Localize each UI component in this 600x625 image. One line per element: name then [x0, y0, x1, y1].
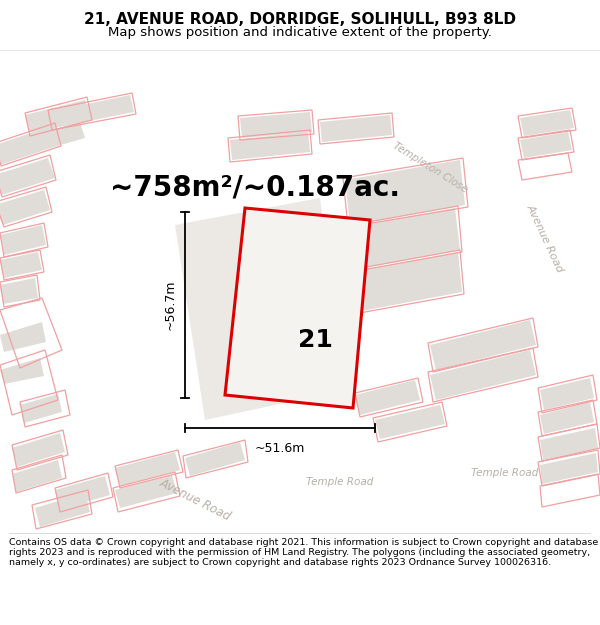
Polygon shape	[10, 91, 450, 549]
Polygon shape	[0, 88, 220, 122]
Text: Avenue Road: Avenue Road	[157, 476, 233, 524]
Polygon shape	[352, 252, 462, 312]
Polygon shape	[50, 95, 134, 128]
Polygon shape	[115, 452, 180, 486]
Polygon shape	[320, 115, 392, 142]
Polygon shape	[0, 358, 44, 384]
Polygon shape	[430, 320, 536, 370]
Text: 21: 21	[298, 328, 332, 352]
Polygon shape	[540, 402, 594, 434]
Text: 21, AVENUE ROAD, DORRIDGE, SOLIHULL, B93 8LD: 21, AVENUE ROAD, DORRIDGE, SOLIHULL, B93…	[84, 12, 516, 28]
Text: ~758m²/~0.187ac.: ~758m²/~0.187ac.	[110, 174, 400, 202]
Polygon shape	[0, 158, 55, 195]
Polygon shape	[55, 476, 110, 509]
Polygon shape	[326, 92, 519, 243]
Polygon shape	[0, 91, 214, 324]
Polygon shape	[540, 378, 594, 410]
Polygon shape	[0, 190, 50, 225]
Polygon shape	[240, 112, 312, 138]
Text: ~51.6m: ~51.6m	[255, 442, 305, 455]
Polygon shape	[0, 322, 46, 352]
Polygon shape	[355, 380, 420, 415]
Polygon shape	[520, 132, 572, 158]
Polygon shape	[175, 198, 345, 420]
Polygon shape	[375, 405, 445, 439]
Polygon shape	[200, 85, 600, 125]
Text: Contains OS data © Crown copyright and database right 2021. This information is : Contains OS data © Crown copyright and d…	[9, 538, 598, 568]
Polygon shape	[12, 460, 62, 492]
Text: Avenue Road: Avenue Road	[525, 202, 565, 274]
Polygon shape	[0, 450, 600, 505]
Text: Temple Road: Temple Road	[307, 477, 374, 487]
Polygon shape	[540, 453, 598, 484]
Polygon shape	[115, 475, 177, 508]
Polygon shape	[12, 433, 65, 467]
Polygon shape	[345, 160, 465, 225]
Polygon shape	[0, 278, 38, 304]
Polygon shape	[469, 92, 600, 302]
Polygon shape	[230, 132, 310, 160]
Text: ~56.7m: ~56.7m	[164, 280, 177, 330]
Polygon shape	[0, 252, 42, 278]
Polygon shape	[520, 110, 574, 136]
Polygon shape	[0, 225, 46, 255]
Polygon shape	[185, 442, 245, 476]
Polygon shape	[0, 125, 60, 165]
Text: Templeton Close: Templeton Close	[391, 141, 469, 195]
Text: Map shows position and indicative extent of the property.: Map shows position and indicative extent…	[108, 26, 492, 39]
Polygon shape	[45, 122, 85, 148]
Polygon shape	[25, 100, 90, 133]
Polygon shape	[430, 350, 536, 400]
Polygon shape	[540, 428, 598, 460]
Text: Temple Road: Temple Road	[472, 468, 539, 478]
Polygon shape	[348, 208, 460, 270]
Polygon shape	[225, 208, 370, 408]
Polygon shape	[20, 394, 62, 423]
Polygon shape	[35, 493, 90, 527]
